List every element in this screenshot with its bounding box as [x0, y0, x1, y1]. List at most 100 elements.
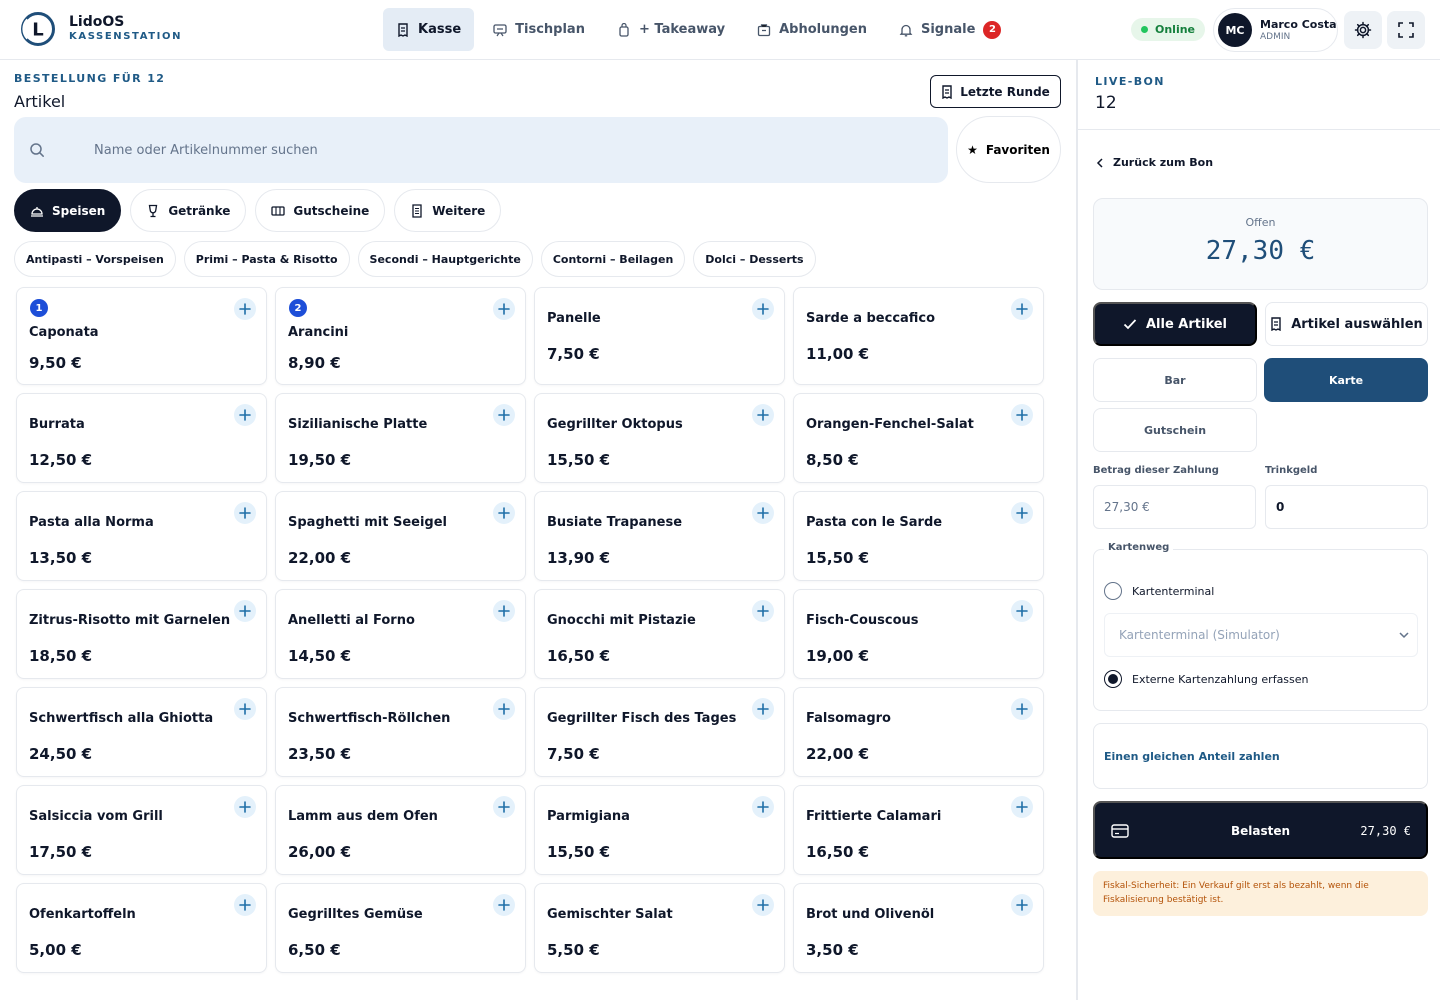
add-product-button[interactable] [234, 600, 256, 622]
add-product-button[interactable] [752, 698, 774, 720]
tab-weitere[interactable]: Weitere [394, 189, 502, 232]
add-product-button[interactable] [234, 298, 256, 320]
add-product-button[interactable] [1011, 298, 1033, 320]
add-product-button[interactable] [493, 298, 515, 320]
nav-tischplan[interactable]: Tischplan [480, 8, 598, 51]
subcategory-contorni[interactable]: Contorni – Beilagen [540, 241, 686, 277]
quantity-badge: 2 [289, 299, 307, 317]
product-card[interactable]: Parmigiana 15,50 € [534, 785, 785, 875]
tab-getraenke[interactable]: Getränke [130, 189, 247, 232]
live-bon-title: 12 [1095, 93, 1117, 113]
subcategory-dolci[interactable]: Dolci – Desserts [693, 241, 816, 277]
add-product-button[interactable] [234, 404, 256, 426]
all-items-button[interactable]: Alle Artikel [1093, 302, 1257, 346]
product-card[interactable]: Gnocchi mit Pistazie 16,50 € [534, 589, 785, 679]
product-card[interactable]: Falsomagro 22,00 € [793, 687, 1044, 777]
product-card[interactable]: Gegrillter Oktopus 15,50 € [534, 393, 785, 483]
nav-signale[interactable]: Signale 2 [886, 8, 1014, 51]
product-card[interactable]: Anelletti al Forno 14,50 € [275, 589, 526, 679]
nav-abholungen[interactable]: Abholungen [744, 8, 880, 51]
product-name: Zitrus-Risotto mit Garnelen [29, 613, 231, 628]
product-card[interactable]: Ofenkartoffeln 5,00 € [16, 883, 267, 973]
add-product-button[interactable] [752, 894, 774, 916]
terminal-radio[interactable] [1104, 582, 1122, 600]
add-product-button[interactable] [234, 502, 256, 524]
product-card[interactable]: Panelle 7,50 € [534, 287, 785, 385]
search-input[interactable] [94, 139, 694, 161]
plus-icon [1016, 605, 1028, 617]
favorites-button[interactable]: ★ Favoriten [956, 116, 1061, 183]
external-option[interactable]: Externe Kartenzahlung erfassen [1104, 670, 1309, 688]
product-card[interactable]: Spaghetti mit Seeigel 22,00 € [275, 491, 526, 581]
add-product-button[interactable] [234, 796, 256, 818]
amount-field[interactable]: 27,30 € [1093, 485, 1256, 529]
product-name: Gnocchi mit Pistazie [547, 613, 696, 628]
add-product-button[interactable] [493, 894, 515, 916]
product-card[interactable]: Sarde a beccafico 11,00 € [793, 287, 1044, 385]
product-price: 5,50 € [547, 941, 600, 959]
product-card[interactable]: Pasta con le Sarde 15,50 € [793, 491, 1044, 581]
external-radio[interactable] [1104, 670, 1122, 688]
add-product-button[interactable] [493, 502, 515, 524]
product-card[interactable]: Salsiccia vom Grill 17,50 € [16, 785, 267, 875]
select-items-button[interactable]: Artikel auswählen [1265, 302, 1428, 346]
tip-field[interactable]: 0 [1265, 485, 1428, 529]
product-card[interactable]: Orangen-Fenchel-Salat 8,50 € [793, 393, 1044, 483]
product-card[interactable]: Schwertfisch-Röllchen 23,50 € [275, 687, 526, 777]
add-product-button[interactable] [234, 698, 256, 720]
product-card[interactable]: Gemischter Salat 5,50 € [534, 883, 785, 973]
product-card[interactable]: Gegrillter Fisch des Tages 7,50 € [534, 687, 785, 777]
nav-kasse[interactable]: Kasse [383, 8, 475, 51]
plus-icon [757, 605, 769, 617]
add-product-button[interactable] [1011, 600, 1033, 622]
settings-button[interactable] [1344, 11, 1382, 49]
add-product-button[interactable] [752, 298, 774, 320]
add-product-button[interactable] [1011, 502, 1033, 524]
subcategory-antipasti[interactable]: Antipasti – Vorspeisen [14, 241, 176, 277]
product-card[interactable]: Busiate Trapanese 13,90 € [534, 491, 785, 581]
terminal-option[interactable]: Kartenterminal [1104, 582, 1214, 600]
product-card[interactable]: Frittierte Calamari 16,50 € [793, 785, 1044, 875]
add-product-button[interactable] [493, 698, 515, 720]
add-product-button[interactable] [234, 894, 256, 916]
product-card[interactable]: Fisch-Couscous 19,00 € [793, 589, 1044, 679]
product-card[interactable]: Burrata 12,50 € [16, 393, 267, 483]
add-product-button[interactable] [493, 796, 515, 818]
product-card[interactable]: Zitrus-Risotto mit Garnelen 18,50 € [16, 589, 267, 679]
tab-gutscheine[interactable]: Gutscheine [255, 189, 386, 232]
add-product-button[interactable] [752, 796, 774, 818]
fullscreen-button[interactable] [1387, 11, 1425, 49]
charge-button[interactable]: Belasten 27,30 € [1093, 801, 1428, 859]
brand[interactable]: L LidoOS KASSENSTATION [20, 11, 182, 47]
product-card[interactable]: Gegrilltes Gemüse 6,50 € [275, 883, 526, 973]
product-card[interactable]: Pasta alla Norma 13,50 € [16, 491, 267, 581]
add-product-button[interactable] [752, 600, 774, 622]
product-card[interactable]: 1 Caponata 9,50 € [16, 287, 267, 385]
order-kicker: BESTELLUNG FÜR 12 [14, 72, 166, 85]
payment-gutschein-button[interactable]: Gutschein [1093, 408, 1257, 452]
equal-share-button[interactable]: Einen gleichen Anteil zahlen [1093, 723, 1428, 789]
add-product-button[interactable] [493, 404, 515, 426]
subcategory-primi[interactable]: Primi – Pasta & Risotto [183, 241, 350, 277]
user-menu[interactable]: MC Marco Costa ADMIN [1213, 8, 1338, 52]
product-card[interactable]: Sizilianische Platte 19,50 € [275, 393, 526, 483]
add-product-button[interactable] [1011, 796, 1033, 818]
payment-bar-button[interactable]: Bar [1093, 358, 1257, 402]
nav-takeaway[interactable]: + Takeaway [604, 8, 738, 51]
subcategory-secondi[interactable]: Secondi – Hauptgerichte [357, 241, 533, 277]
add-product-button[interactable] [752, 502, 774, 524]
last-round-button[interactable]: Letzte Runde [930, 75, 1061, 108]
add-product-button[interactable] [1011, 894, 1033, 916]
add-product-button[interactable] [1011, 698, 1033, 720]
back-to-bon-link[interactable]: Zurück zum Bon [1096, 156, 1213, 169]
terminal-select[interactable]: Kartenterminal (Simulator) [1104, 613, 1418, 657]
product-card[interactable]: Lamm aus dem Ofen 26,00 € [275, 785, 526, 875]
product-card[interactable]: Brot und Olivenöl 3,50 € [793, 883, 1044, 973]
tab-speisen[interactable]: Speisen [14, 189, 122, 232]
add-product-button[interactable] [493, 600, 515, 622]
payment-karte-button[interactable]: Karte [1264, 358, 1428, 402]
add-product-button[interactable] [1011, 404, 1033, 426]
product-card[interactable]: 2 Arancini 8,90 € [275, 287, 526, 385]
product-card[interactable]: Schwertfisch alla Ghiotta 24,50 € [16, 687, 267, 777]
add-product-button[interactable] [752, 404, 774, 426]
